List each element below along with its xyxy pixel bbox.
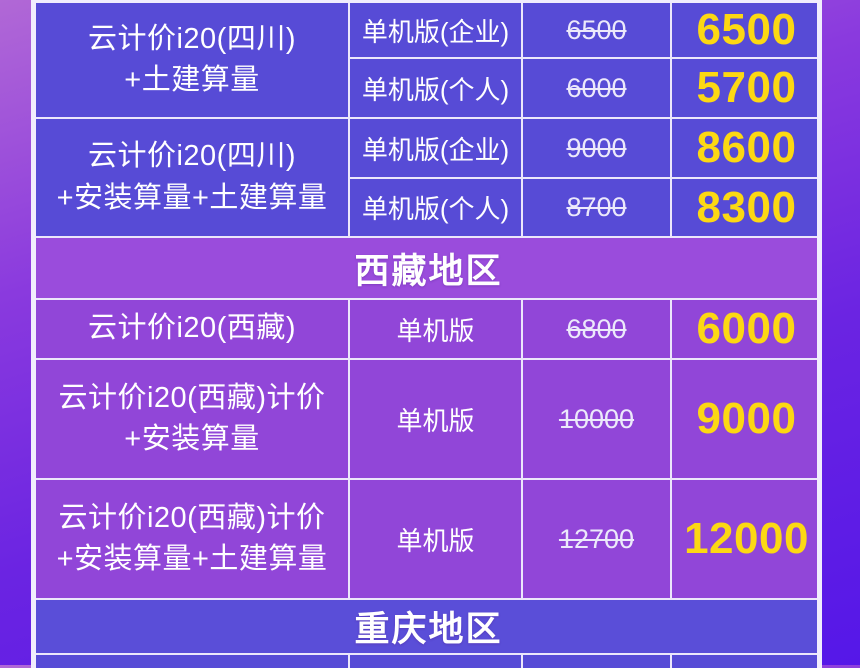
original-price-cell: 10000 [523, 360, 670, 478]
original-price-cell: 8700 [523, 179, 670, 236]
promo-price-cell: 9000 [672, 360, 817, 478]
version-cell: 单机版 [350, 480, 521, 598]
version-cell: 单机版(个人) [350, 59, 521, 117]
original-price-cell: 6000 [523, 59, 670, 117]
product-name-line2: +安装算量+土建算量 [56, 543, 328, 575]
section-header-chongqing: 重庆地区 [36, 600, 817, 653]
original-price: 10000 [558, 403, 635, 434]
original-price: 9000 [566, 132, 627, 163]
version-cell: 单机版(企业) [350, 119, 521, 177]
original-price: 12700 [558, 523, 635, 554]
product-name-line1: 云计价i20(西藏)计价 [58, 381, 326, 414]
promo-price-cell: 5700 [672, 59, 817, 117]
product-name-line2: +安装算量+土建算量 [56, 181, 328, 214]
promo-price: 6500 [696, 5, 797, 54]
partial-row-cell [36, 655, 348, 668]
product-name-line2: +土建算量 [124, 64, 260, 96]
pricing-table: 云计价i20(四川) +土建算量 单机版(企业) 6500 6500 单机版(个… [31, 0, 822, 668]
original-price-cell: 6800 [523, 300, 670, 358]
original-price: 6500 [566, 14, 627, 45]
original-price: 8700 [566, 192, 627, 222]
promo-price-cell: 12000 [672, 480, 817, 598]
version-label: 单机版(个人) [361, 74, 510, 105]
product-cell-sichuan-anzhuang-tujian: 云计价i20(四川) +安装算量+土建算量 [36, 119, 348, 236]
product-name-line1: 云计价i20(西藏) [87, 312, 296, 345]
promo-price: 8600 [696, 123, 797, 172]
version-label: 单机版(个人) [361, 194, 510, 224]
original-price-cell: 9000 [523, 119, 670, 177]
original-price: 6800 [566, 313, 627, 344]
original-price: 6000 [566, 72, 627, 103]
version-cell: 单机版(企业) [350, 3, 521, 57]
partial-row-cell [523, 655, 670, 668]
version-cell: 单机版(个人) [350, 179, 521, 236]
version-cell: 单机版 [350, 360, 521, 478]
version-label: 单机版(企业) [361, 134, 510, 165]
product-cell-sichuan-tujian: 云计价i20(四川) +土建算量 [36, 3, 348, 117]
promo-price-cell: 8300 [672, 179, 817, 236]
partial-row-cell [350, 655, 521, 668]
promo-price-cell: 6500 [672, 3, 817, 57]
original-price-cell: 6500 [523, 3, 670, 57]
product-cell-tibet: 云计价i20(西藏) [36, 300, 348, 358]
product-name-line1: 云计价i20(四川) [87, 140, 296, 173]
product-name-line2: +安装算量 [124, 423, 260, 455]
version-label: 单机版 [396, 525, 475, 556]
promo-price-cell: 6000 [672, 300, 817, 358]
version-cell: 单机版 [350, 300, 521, 358]
version-label: 单机版 [396, 405, 475, 436]
partial-row-cell [672, 655, 817, 668]
product-cell-tibet-anzhuang: 云计价i20(西藏)计价 +安装算量 [36, 360, 348, 478]
section-title: 西藏地区 [354, 251, 503, 291]
section-header-tibet: 西藏地区 [36, 238, 817, 298]
product-name-line1: 云计价i20(四川) [87, 22, 296, 55]
promo-price: 9000 [696, 394, 797, 443]
promo-price: 6000 [696, 304, 797, 353]
version-label: 单机版 [396, 315, 475, 346]
promo-price: 12000 [684, 514, 809, 563]
product-cell-tibet-anzhuang-tujian: 云计价i20(西藏)计价 +安装算量+土建算量 [36, 480, 348, 598]
section-title: 重庆地区 [354, 610, 503, 649]
product-name-line1: 云计价i20(西藏)计价 [58, 501, 326, 534]
promo-price-cell: 8600 [672, 119, 817, 177]
promo-price: 5700 [696, 63, 797, 112]
promo-price: 8300 [696, 182, 797, 232]
version-label: 单机版(企业) [361, 16, 510, 47]
original-price-cell: 12700 [523, 480, 670, 598]
